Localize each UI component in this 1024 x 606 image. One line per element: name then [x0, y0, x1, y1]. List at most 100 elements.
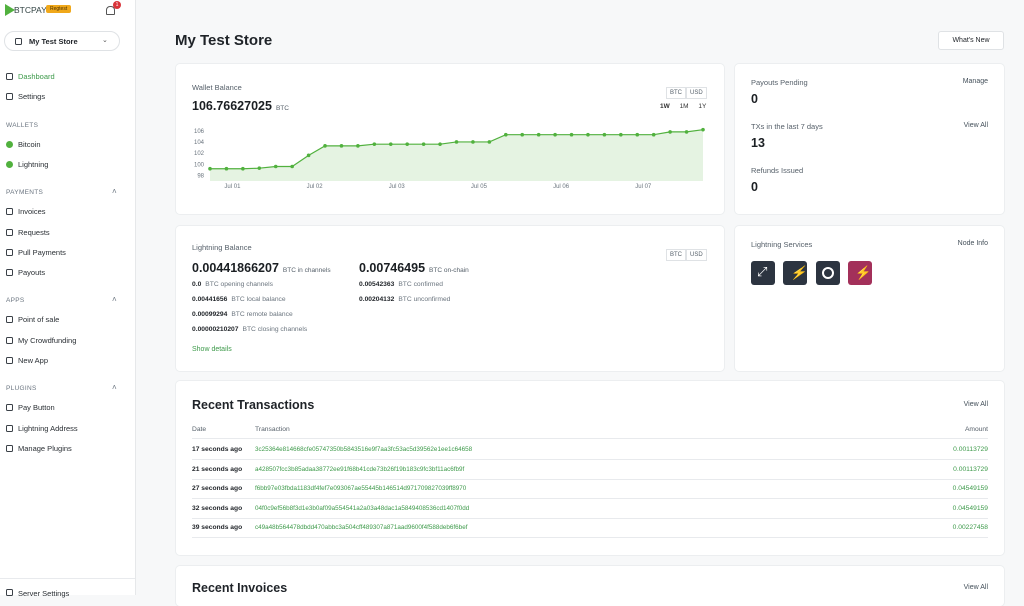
- whats-new-button[interactable]: What's New: [938, 31, 1004, 50]
- divider: [192, 478, 988, 480]
- point: [290, 164, 294, 169]
- nav-icon: [6, 160, 13, 168]
- range[interactable]: 1M: [679, 103, 689, 110]
- channels-balance: 0.00441866207 BTC in channels: [192, 261, 331, 275]
- transactions-card: Recent Transactions View All Date Transac…: [176, 381, 1004, 555]
- detail-label: BTC confirmed: [398, 281, 443, 288]
- chevron[interactable]: ˄: [112, 383, 117, 393]
- card-title: Recent Invoices: [192, 581, 288, 595]
- nav-item[interactable]: Lightning: [18, 159, 49, 169]
- service-icon[interactable]: ⚡: [848, 261, 872, 285]
- point: [438, 142, 442, 146]
- column-header: Transaction: [255, 426, 290, 433]
- toggle[interactable]: USD: [686, 87, 707, 99]
- node-info-link[interactable]: Node Info: [957, 240, 988, 247]
- point: [586, 132, 590, 137]
- y-tick-label: 102: [194, 151, 205, 157]
- payouts-card: Payouts Pending 0 Manage TXs in the last 7 …: [735, 64, 1004, 214]
- store-icon: [15, 38, 22, 45]
- wallet-card: Wallet Balance BTC USD 106.76627025 BTC 1W…: [176, 64, 724, 214]
- tx-date: 39 seconds ago: [192, 524, 243, 532]
- chevron[interactable]: ˄: [112, 295, 117, 305]
- stat-link[interactable]: Manage: [962, 78, 988, 85]
- detail-row: 0.00099294 BTC remote balance: [192, 311, 293, 318]
- tx-date: 32 seconds ago: [192, 504, 243, 512]
- tx-amount: 0.00227458: [952, 524, 988, 532]
- tx-hash[interactable]: a428507fcc3b85adaa38772ee91f68b41cde73b2…: [255, 465, 465, 473]
- balance-unit: BTC in channels: [282, 267, 331, 274]
- nav-item[interactable]: Requests: [18, 227, 50, 237]
- detail-value: 0.0: [192, 281, 202, 288]
- tx-hash[interactable]: f6bb97e03fbda1183df4fef7e093067ae55445b1…: [255, 485, 467, 493]
- range[interactable]: 1W: [660, 103, 670, 110]
- nav-item[interactable]: New App: [18, 356, 49, 365]
- bell-icon[interactable]: [106, 6, 115, 15]
- tx-amount: 0.00113729: [953, 446, 988, 453]
- detail-value: 0.00441656: [192, 296, 228, 303]
- toggle[interactable]: USD: [686, 249, 707, 261]
- nav-item[interactable]: Manage Plugins: [18, 443, 72, 453]
- point: [339, 144, 344, 148]
- point: [306, 153, 311, 158]
- detail-value: 0.00099294: [192, 311, 228, 318]
- view-all-link[interactable]: View All: [963, 584, 988, 591]
- detail-label: BTC unconfirmed: [398, 296, 451, 303]
- y-tick-label: 106: [194, 129, 205, 135]
- tx-hash[interactable]: 04f0c9ef56b8f3d1e3b0af09a554541a2a03a48d…: [255, 504, 470, 512]
- stat-link[interactable]: View All: [963, 122, 988, 129]
- nav-item[interactable]: Pull Payments: [18, 247, 66, 257]
- detail-row: 0.00441656 BTC local balance: [192, 296, 286, 303]
- tx-date: 17 seconds ago: [192, 446, 243, 453]
- x-tick-label: Jul 02: [307, 184, 324, 190]
- point: [487, 140, 492, 144]
- store-selector[interactable]: My Test Store ⌄: [4, 31, 120, 51]
- divider: [192, 459, 988, 460]
- nav-item[interactable]: Point of sale: [18, 315, 60, 325]
- point: [651, 132, 656, 137]
- point: [273, 164, 278, 169]
- nav-item[interactable]: Dashboard: [18, 72, 55, 81]
- detail-label: BTC local balance: [231, 296, 286, 303]
- store-name: My Test Store: [29, 37, 78, 46]
- service-icon[interactable]: ⤢: [751, 261, 775, 285]
- services-card: Lightning Services Node Info ⤢ ⚡ ⚡: [735, 226, 1004, 371]
- nav-item[interactable]: Lightning Address: [18, 423, 78, 433]
- service-icon[interactable]: [816, 261, 840, 285]
- show-details-link[interactable]: Show details: [192, 346, 232, 353]
- divider: [192, 517, 988, 519]
- point: [405, 142, 409, 146]
- tx-amount: 0.04549159: [952, 504, 988, 512]
- column-header: Date: [192, 426, 207, 433]
- stat-value: 0: [751, 180, 758, 194]
- logo-text[interactable]: BTCPAY: [14, 5, 47, 15]
- nav-item[interactable]: Pay Button: [18, 403, 55, 413]
- balance: 106.76627025 BTC: [192, 99, 289, 113]
- view-all-link[interactable]: View All: [963, 401, 988, 408]
- range[interactable]: 1Y: [698, 103, 707, 110]
- nav-item[interactable]: Bitcoin: [18, 139, 41, 149]
- toggle[interactable]: BTC: [666, 87, 686, 99]
- point: [323, 144, 327, 148]
- tx-hash[interactable]: c49a48b564478dbdd470abbc3a504cff489307a8…: [255, 524, 468, 532]
- x-tick-label: Jul 05: [471, 184, 488, 190]
- nav-item[interactable]: Invoices: [18, 207, 46, 217]
- point: [372, 142, 377, 146]
- area: [210, 129, 703, 181]
- chevron: ⌄: [102, 37, 108, 44]
- point: [454, 140, 459, 144]
- nav-item[interactable]: My Crowdfunding: [18, 335, 77, 345]
- point: [553, 132, 557, 137]
- page-title: My Test Store: [175, 32, 273, 49]
- toggle[interactable]: BTC: [666, 249, 686, 261]
- tx-hash[interactable]: 3c25364e814668cfe05747350b5843516e9f7aa3…: [255, 446, 473, 453]
- divider: [192, 438, 988, 439]
- card-label: Lightning Balance: [192, 243, 252, 252]
- nav-item[interactable]: Settings: [18, 92, 46, 102]
- service-icon[interactable]: ⚡: [783, 261, 807, 285]
- chevron[interactable]: ˄: [112, 187, 117, 197]
- point: [257, 166, 262, 170]
- nav-item[interactable]: Server Settings: [18, 589, 70, 598]
- column-header: Amount: [964, 426, 988, 433]
- nav-item[interactable]: Payouts: [18, 268, 46, 278]
